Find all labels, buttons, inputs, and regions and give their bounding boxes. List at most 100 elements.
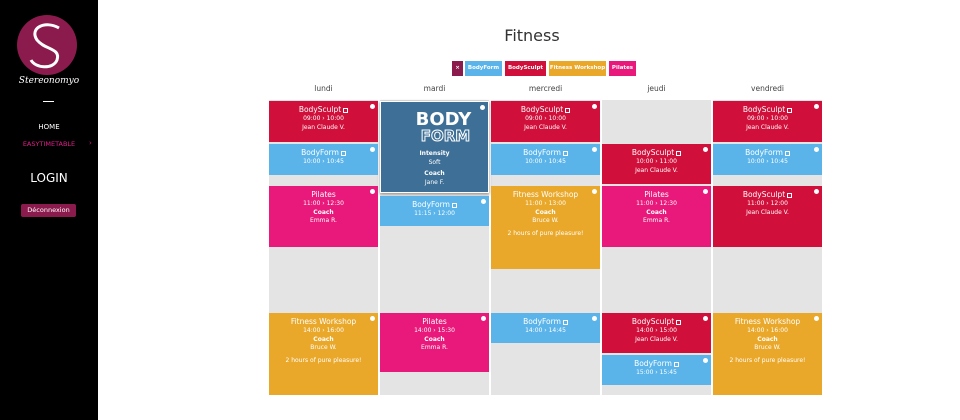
coach: Jane F. [424, 178, 445, 186]
event[interactable]: Fitness Workshop 14:00 › 16:00 Coach Bruce … [269, 313, 378, 395]
event-title: Pilates [311, 190, 336, 199]
event[interactable]: BodySculpt 14:00 › 15:00 Jean Claude V. [602, 313, 711, 353]
event[interactable]: BodyForm 14:00 › 14:45 [491, 313, 600, 343]
note: 2 hours of pure pleasure! [729, 356, 806, 364]
coach: Emma R. [310, 217, 337, 224]
event-title: BodySculpt [713, 104, 822, 115]
event-title: BodyForm [491, 316, 600, 327]
link-icon [787, 192, 793, 198]
nav-home[interactable]: HOME [38, 123, 60, 131]
event-title: BodySculpt [713, 189, 822, 200]
event-time: 11:15 › 12:00 [414, 210, 455, 217]
day-header: jeudi [647, 84, 666, 93]
link-icon [676, 150, 682, 156]
event-time: 11:00 › 12:30 [636, 200, 677, 207]
help-icon [592, 104, 597, 109]
link-icon [340, 150, 346, 156]
coach: Emma R. [421, 344, 448, 351]
coach: Bruce W. [754, 344, 781, 351]
coach: Bruce W. [310, 344, 337, 351]
event-time: 15:00 › 15:45 [636, 369, 677, 376]
coach: Jean Claude V. [746, 208, 789, 216]
coach: Bruce W. [532, 217, 559, 224]
note: 2 hours of pure pleasure! [507, 229, 584, 237]
event[interactable]: Fitness Workshop 11:00 › 13:00 Coach Bruce … [491, 186, 600, 269]
event-time: 14:00 › 16:00 [303, 327, 344, 334]
event-title: BodyForm [269, 147, 378, 158]
help-icon [703, 189, 708, 194]
help-icon [814, 147, 819, 152]
event-time: 14:00 › 15:30 [414, 327, 455, 334]
coach-label: Coach [757, 335, 778, 343]
event-time: 09:00 › 10:00 [525, 115, 566, 122]
filter-button[interactable]: × [452, 61, 463, 76]
event[interactable]: BodySculpt 10:00 › 11:00 Jean Claude V. [602, 144, 711, 184]
event-title: BodySculpt [602, 316, 711, 327]
event-title: Fitness Workshop [290, 317, 357, 326]
help-icon [481, 199, 486, 204]
link-icon [673, 361, 679, 367]
help-icon [370, 147, 375, 152]
filter-button[interactable]: BodyForm [465, 61, 502, 76]
event-title: BodyForm [380, 199, 489, 210]
event-title: Pilates [422, 317, 447, 326]
event[interactable]: BodyForm 15:00 › 15:45 [602, 355, 711, 385]
event[interactable]: Pilates 11:00 › 12:30 Coach Emma R. [269, 186, 378, 247]
filter-button[interactable]: Pilates [609, 61, 636, 76]
nav-login[interactable]: LOGIN [30, 171, 68, 185]
event[interactable]: BodySculpt 11:00 › 12:00 Jean Claude V. [713, 186, 822, 247]
event-title: BodyForm [602, 358, 711, 369]
help-icon [703, 147, 708, 152]
event-time: 10:00 › 10:45 [747, 158, 788, 165]
event-time: 10:00 › 10:45 [525, 158, 566, 165]
nav-timetable[interactable]: EASYTIMETABLE [22, 140, 76, 148]
link-icon [343, 107, 349, 113]
help-icon [814, 189, 819, 194]
event[interactable]: BodyForm 11:15 › 12:00 [380, 196, 489, 226]
link-icon [565, 107, 571, 113]
coach-label: Coach [646, 208, 667, 216]
event[interactable]: BodyForm 10:00 › 10:45 [713, 144, 822, 175]
intensity: Soft [428, 158, 441, 166]
coach-label: Coach [313, 208, 334, 216]
event-time: 11:00 › 12:30 [303, 200, 344, 207]
logout-button[interactable]: Déconnexion [21, 204, 76, 217]
help-icon [703, 358, 708, 363]
link-icon [451, 202, 457, 208]
event-time: 11:00 › 12:00 [747, 200, 788, 207]
event[interactable]: Fitness Workshop 14:00 › 16:00 Coach Bruce … [713, 313, 822, 395]
coach: Jean Claude V. [635, 335, 678, 343]
event[interactable]: Pilates 11:00 › 12:30 Coach Emma R. [602, 186, 711, 247]
event[interactable]: BodyForm 10:00 › 10:45 [491, 144, 600, 175]
filter-button[interactable]: Fitness Workshop [549, 61, 606, 76]
event-time: 10:00 › 11:00 [636, 158, 677, 165]
event-title: BodySculpt [491, 104, 600, 115]
brand: Stereonomyo [18, 76, 80, 86]
coach: Jean Claude V. [635, 166, 678, 174]
logo-top: BODY [415, 109, 472, 130]
event-title: BodyForm [491, 147, 600, 158]
event-title: Pilates [644, 190, 669, 199]
event[interactable]: BodyForm 10:00 › 10:45 [269, 144, 378, 175]
event[interactable]: BodySculpt 09:00 › 10:00 Jean Claude V. [713, 101, 822, 142]
event[interactable]: Pilates 14:00 › 15:30 Coach Emma R. [380, 313, 489, 372]
link-icon [676, 319, 682, 325]
day-header: mercredi [528, 84, 563, 93]
event-popup[interactable]: BODY FORM Intensity Soft Coach Jane F. [380, 101, 489, 193]
day-header: mardi [423, 84, 446, 93]
coach: Jean Claude V. [524, 123, 567, 131]
filter-button[interactable]: BodySculpt [505, 61, 546, 76]
event[interactable]: BodySculpt 09:00 › 10:00 Jean Claude V. [491, 101, 600, 142]
event-time: 09:00 › 10:00 [303, 115, 344, 122]
event-time: 14:00 › 14:45 [525, 327, 566, 334]
help-icon [481, 316, 486, 321]
logo [17, 15, 77, 75]
event[interactable]: BodySculpt 09:00 › 10:00 Jean Claude V. [269, 101, 378, 142]
help-icon [592, 316, 597, 321]
coach: Jean Claude V. [302, 123, 345, 131]
help-icon [480, 105, 485, 110]
day-header: lundi [314, 84, 333, 93]
help-icon [370, 316, 375, 321]
event-time: 09:00 › 10:00 [747, 115, 788, 122]
